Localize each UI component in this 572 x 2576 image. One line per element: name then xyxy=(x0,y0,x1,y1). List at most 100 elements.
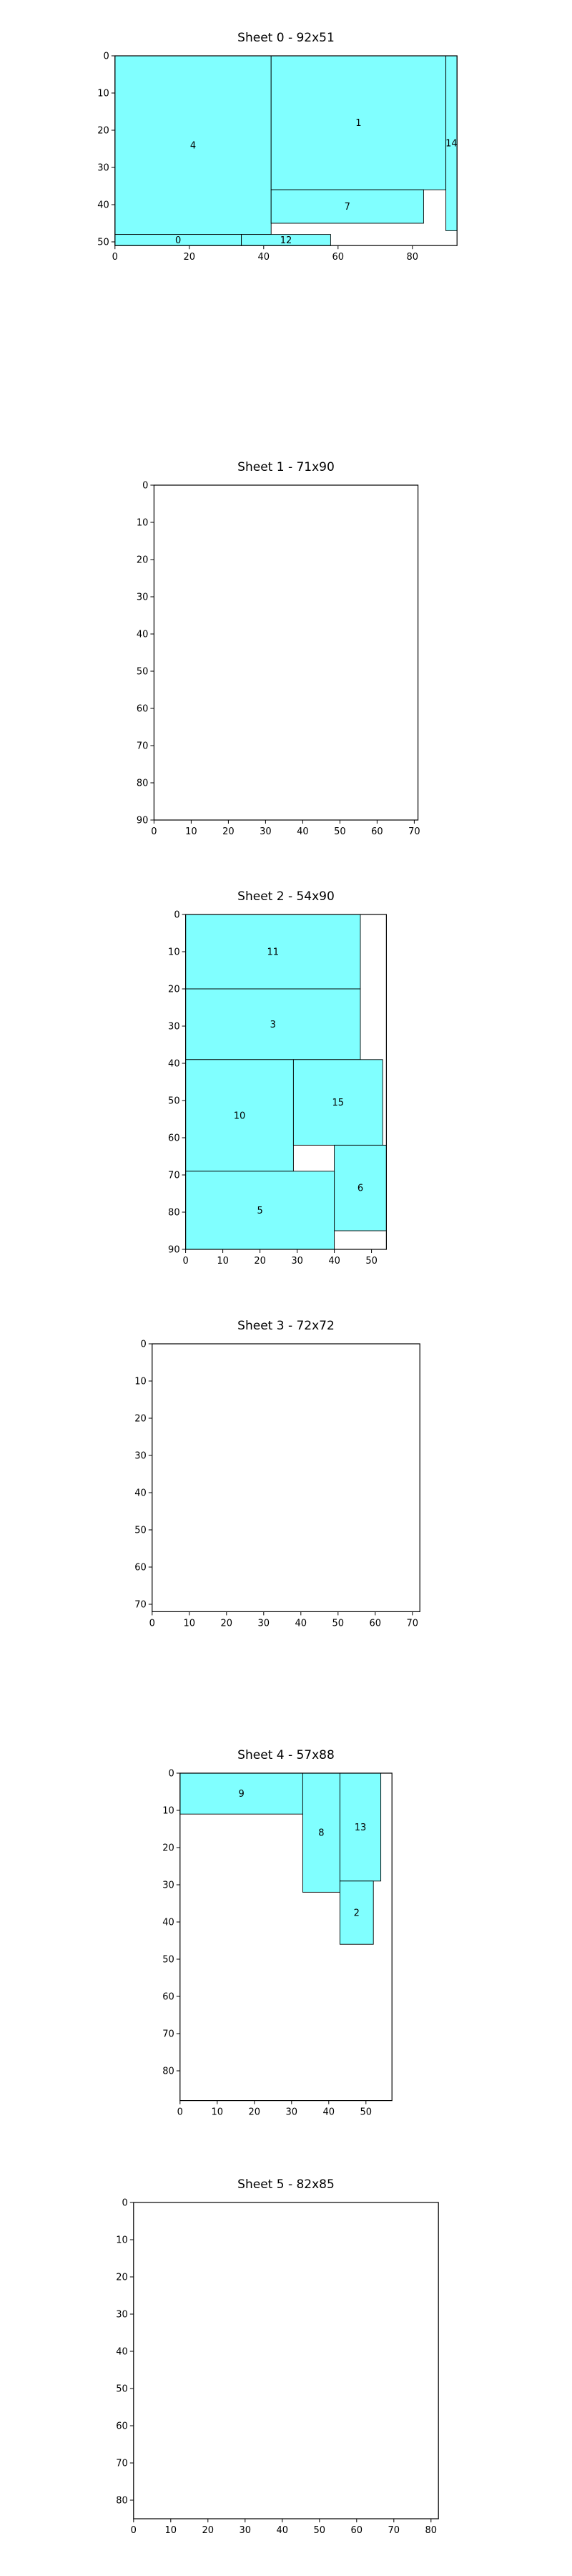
x-tick-label: 80 xyxy=(425,2525,438,2536)
item-label: 7 xyxy=(345,202,350,213)
item-rect xyxy=(179,1772,303,1815)
x-tick-label: 50 xyxy=(332,1618,345,1629)
y-tick-label: 80 xyxy=(168,1208,180,1219)
item-label: 2 xyxy=(354,1908,360,1919)
y-tick-label: 40 xyxy=(137,630,149,640)
y-tick-label: 60 xyxy=(116,2421,128,2432)
x-tick-label: 30 xyxy=(240,2525,252,2536)
x-tick-label: 10 xyxy=(212,2107,224,2118)
sheet-title: Sheet 1 - 71x90 xyxy=(237,460,335,474)
y-tick-label: 10 xyxy=(168,947,180,958)
item-rect xyxy=(185,914,361,990)
y-tick-label: 50 xyxy=(168,1096,180,1107)
x-tick-label: 50 xyxy=(360,2107,373,2118)
y-tick-label: 40 xyxy=(116,2347,128,2358)
sheet-title: Sheet 0 - 92x51 xyxy=(237,31,335,45)
y-tick-label: 60 xyxy=(137,704,149,715)
y-tick-label: 60 xyxy=(162,1992,174,2003)
y-tick-label: 60 xyxy=(134,1563,147,1574)
x-tick-label: 20 xyxy=(202,2525,214,2536)
item-label: 3 xyxy=(270,1020,276,1030)
y-tick-label: 90 xyxy=(168,1245,180,1256)
x-tick-label: 0 xyxy=(182,1256,188,1267)
item-rect xyxy=(185,1059,294,1172)
item-label: 14 xyxy=(445,139,458,150)
sheet-title: Sheet 5 - 82x85 xyxy=(237,2177,335,2192)
y-tick-label: 10 xyxy=(162,1806,174,1817)
x-tick-label: 30 xyxy=(260,826,272,837)
item-label: 6 xyxy=(358,1184,363,1194)
x-tick-label: 20 xyxy=(222,826,235,837)
y-tick-label: 70 xyxy=(134,1600,147,1611)
item-rect xyxy=(339,1880,374,1945)
y-tick-label: 40 xyxy=(134,1488,147,1499)
y-tick-label: 40 xyxy=(162,1918,174,1928)
x-tick-label: 10 xyxy=(185,826,197,837)
x-tick-label: 20 xyxy=(249,2107,261,2118)
y-tick-label: 70 xyxy=(137,741,149,752)
sheet-title: Sheet 4 - 57x88 xyxy=(237,1748,335,1762)
item-label: 1 xyxy=(355,118,361,129)
y-tick-label: 20 xyxy=(162,1843,174,1854)
sheet-frame xyxy=(133,2202,439,2519)
item-label: 13 xyxy=(355,1823,367,1833)
y-tick-label: 50 xyxy=(97,238,109,248)
item-label: 12 xyxy=(280,235,292,246)
y-tick-label: 50 xyxy=(137,667,149,678)
sheet-frame xyxy=(152,1343,420,1612)
x-tick-label: 10 xyxy=(165,2525,177,2536)
x-tick-label: 0 xyxy=(151,826,157,837)
x-tick-label: 30 xyxy=(291,1256,303,1267)
y-tick-label: 20 xyxy=(116,2273,128,2283)
x-tick-label: 10 xyxy=(184,1618,196,1629)
x-tick-label: 50 xyxy=(314,2525,326,2536)
x-tick-label: 50 xyxy=(365,1256,378,1267)
item-label: 11 xyxy=(267,947,280,958)
item-label: 10 xyxy=(234,1111,246,1121)
x-tick-label: 70 xyxy=(388,2525,400,2536)
x-tick-label: 60 xyxy=(371,826,383,837)
item-label: 15 xyxy=(332,1098,345,1108)
y-tick-label: 20 xyxy=(97,126,109,137)
x-tick-label: 20 xyxy=(184,252,196,263)
y-tick-label: 70 xyxy=(116,2459,128,2469)
sheet-frame xyxy=(185,914,387,1250)
x-tick-label: 60 xyxy=(370,1618,382,1629)
item-rect xyxy=(270,55,447,190)
y-tick-label: 50 xyxy=(134,1526,147,1536)
item-rect xyxy=(114,55,272,235)
item-rect xyxy=(339,1772,382,1882)
y-tick-label: 30 xyxy=(162,1880,174,1891)
x-tick-label: 30 xyxy=(258,1618,270,1629)
sheet-frame xyxy=(179,1772,393,2102)
y-tick-label: 60 xyxy=(168,1133,180,1144)
y-tick-label: 30 xyxy=(134,1451,147,1462)
item-label: 8 xyxy=(318,1828,324,1839)
x-tick-label: 70 xyxy=(407,1618,419,1629)
y-tick-label: 30 xyxy=(168,1022,180,1033)
sheet-1: Sheet 1 - 71x90 0 10 20 30 40 50 60 70 0 10 20 30 40 5… xyxy=(137,460,420,837)
y-tick-label: 0 xyxy=(104,52,109,62)
x-tick-label: 0 xyxy=(177,2107,183,2118)
y-tick-label: 10 xyxy=(137,518,149,529)
item-label: 5 xyxy=(257,1206,262,1216)
item-label: 9 xyxy=(238,1789,244,1800)
y-tick-label: 50 xyxy=(116,2384,128,2395)
sheet-title: Sheet 3 - 72x72 xyxy=(237,1319,335,1333)
x-tick-label: 40 xyxy=(328,1256,340,1267)
x-tick-label: 0 xyxy=(112,252,118,263)
x-tick-label: 0 xyxy=(149,1618,155,1629)
x-tick-label: 0 xyxy=(131,2525,137,2536)
x-tick-label: 80 xyxy=(407,252,419,263)
y-tick-label: 70 xyxy=(168,1171,180,1181)
sheet-5: Sheet 5 - 82x85 0 10 20 30 40 50 60 70 80 0 10 20 30 4… xyxy=(116,2177,439,2536)
y-tick-label: 80 xyxy=(116,2496,128,2507)
y-tick-label: 30 xyxy=(137,592,149,603)
item-label: 4 xyxy=(190,140,196,151)
item-rect xyxy=(270,189,424,224)
y-tick-label: 80 xyxy=(162,2067,174,2077)
y-tick-label: 70 xyxy=(162,2029,174,2040)
